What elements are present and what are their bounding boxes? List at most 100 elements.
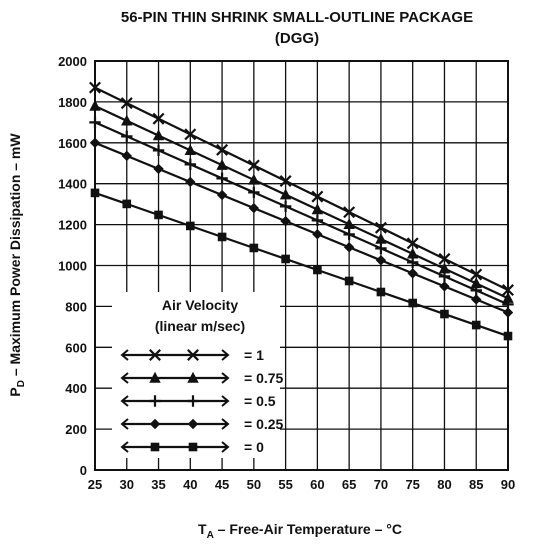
marker-triangle [121,114,133,126]
marker-square [150,442,160,452]
marker-plus [152,144,165,157]
x-tick-label: 80 [437,477,451,492]
marker-x [187,349,199,361]
marker-plus [89,116,101,129]
x-axis-label: TA – Free-Air Temperature – °C [198,521,402,541]
series-plus [89,116,514,311]
chart-title: 56-PIN THIN SHRINK SMALL-OUTLINE PACKAGE [121,9,473,26]
marker-diamond [312,228,323,240]
marker-diamond [149,418,161,430]
legend-item-plus: = 0.5 [120,393,276,409]
x-axis-label-subscript: A [207,530,214,541]
marker-x [470,268,483,281]
marker-diamond [471,294,482,305]
marker-diamond [248,202,260,214]
marker-diamond [121,150,132,162]
x-tick-label: 25 [88,477,102,492]
x-tick-label: 30 [120,477,134,492]
legend-item-triangle: = 0.75 [120,370,284,386]
y-axis-label-text: – Maximum Power Dissipation – mW [7,133,23,380]
x-tick-label: 75 [405,477,419,492]
marker-triangle [343,218,355,229]
plot-frame [94,60,509,471]
x-tick-labels: 25 30 35 40 45 50 55 60 65 70 75 80 85 90 [88,477,515,492]
x-tick-label: 60 [310,477,324,492]
marker-x [152,112,165,125]
marker-plus [311,214,324,227]
marker-square [503,331,513,341]
marker-diamond [153,163,164,175]
marker-square [90,188,100,198]
legend-arrow-right [221,372,230,384]
marker-x [120,97,133,110]
series-line [94,141,509,314]
marker-diamond [280,215,291,227]
marker-triangle [149,371,161,383]
chart-subtitle: (DGG) [275,30,319,47]
legend-arrow-left [120,372,129,384]
series-line [94,191,509,338]
marker-square [249,243,259,253]
legend-arrow-left [120,441,129,453]
x-tick-label: 70 [374,477,388,492]
y-tick-label: 200 [65,422,87,437]
marker-x [343,206,356,219]
y-tick-label: 400 [65,381,87,396]
y-tick-label: 1000 [58,259,87,274]
marker-x [216,143,229,156]
x-tick-label: 45 [215,477,229,492]
legend-arrow-right [221,349,230,361]
legend-label: = 0.5 [244,393,276,409]
marker-square [217,232,227,242]
marker-square [376,287,386,297]
marker-square [188,442,198,452]
y-tick-label: 1800 [58,95,87,110]
marker-triangle [406,247,419,259]
marker-x [279,175,292,188]
y-axis-label: PD – Maximum Power Dissipation – mW [7,133,27,397]
x-axis-label-text: – Free-Air Temperature – °C [214,521,402,537]
marker-plus [438,270,451,283]
marker-triangle [89,99,101,111]
x-tick-label: 40 [183,477,197,492]
marker-square [281,254,290,264]
series-group [89,81,514,341]
marker-triangle [184,144,197,156]
marker-x [149,349,161,361]
series-line [94,104,509,300]
marker-plus [187,395,199,407]
marker-diamond [407,268,418,279]
legend-arrow-right [221,418,230,430]
legend-label: = 0.25 [244,416,284,432]
legend-label: = 0 [244,439,264,455]
x-tick-label: 50 [247,477,261,492]
legend-arrow-right [221,395,230,407]
series-triangle [89,99,514,303]
x-tick-label: 55 [278,477,292,492]
marker-diamond [187,418,199,430]
marker-x [438,252,451,265]
marker-diamond [343,242,355,253]
series-diamond [89,137,514,318]
marker-plus [184,158,197,171]
series-line [94,86,509,292]
marker-plus [470,284,482,297]
legend-arrow-right [221,441,230,453]
series-line [94,121,509,306]
marker-plus [121,130,133,143]
marker-triangle [279,188,292,200]
marker-triangle [311,203,324,215]
marker-diamond [375,255,387,266]
marker-triangle [216,158,228,170]
x-tick-label: 85 [469,477,483,492]
marker-square [122,199,132,209]
legend-arrow-left [120,418,129,430]
marker-triangle [152,129,165,141]
series-x [89,81,514,297]
marker-square [154,210,163,220]
legend-box [112,292,280,458]
marker-diamond [185,176,196,188]
marker-square [186,221,195,231]
marker-square [344,276,354,286]
